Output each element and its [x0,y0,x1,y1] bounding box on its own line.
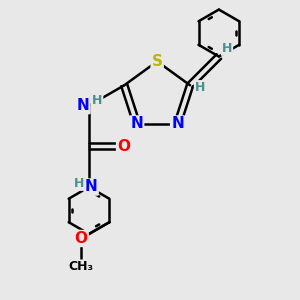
Text: H: H [195,81,205,94]
Text: H: H [222,42,232,55]
Text: N: N [85,179,98,194]
Text: S: S [152,54,163,69]
Text: H: H [74,177,84,190]
Text: N: N [77,98,89,113]
Text: H: H [92,94,102,107]
Text: O: O [75,231,88,246]
Text: N: N [171,116,184,131]
Text: CH₃: CH₃ [69,260,94,274]
Text: N: N [130,116,143,131]
Text: O: O [117,139,130,154]
